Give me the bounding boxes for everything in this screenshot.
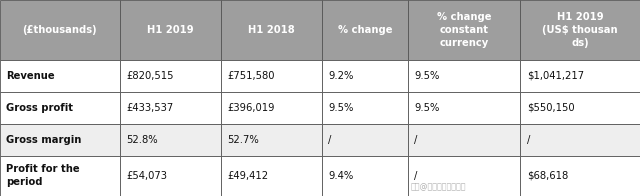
Bar	[322, 60, 408, 92]
Text: /: /	[414, 135, 417, 145]
Bar	[221, 60, 322, 92]
Text: H1 2018: H1 2018	[248, 25, 295, 35]
Bar	[408, 156, 520, 196]
Text: £49,412: £49,412	[227, 171, 268, 181]
Bar	[0, 124, 120, 156]
Text: $1,041,217: $1,041,217	[527, 71, 584, 81]
Bar	[408, 0, 520, 60]
Bar	[322, 156, 408, 196]
Bar	[0, 0, 120, 60]
Bar	[408, 92, 520, 124]
Text: $550,150: $550,150	[527, 103, 574, 113]
Bar	[0, 60, 120, 92]
Bar	[120, 0, 221, 60]
Bar	[0, 92, 120, 124]
Bar	[520, 156, 640, 196]
Text: $68,618: $68,618	[527, 171, 568, 181]
Text: Gross margin: Gross margin	[6, 135, 82, 145]
Text: 9.5%: 9.5%	[414, 71, 439, 81]
Bar	[120, 60, 221, 92]
Bar	[520, 60, 640, 92]
Bar	[221, 156, 322, 196]
Text: (£thousands): (£thousands)	[22, 25, 97, 35]
Bar	[408, 124, 520, 156]
Text: £54,073: £54,073	[126, 171, 167, 181]
Bar	[408, 60, 520, 92]
Text: % change
constant
currency: % change constant currency	[436, 12, 491, 48]
Bar	[322, 124, 408, 156]
Text: 52.7%: 52.7%	[227, 135, 259, 145]
Text: £396,019: £396,019	[227, 103, 275, 113]
Bar	[221, 124, 322, 156]
Bar	[221, 0, 322, 60]
Text: 9.4%: 9.4%	[328, 171, 354, 181]
Bar	[221, 92, 322, 124]
Text: H1 2019
(US$ thousan
ds): H1 2019 (US$ thousan ds)	[542, 12, 618, 48]
Text: 9.2%: 9.2%	[328, 71, 354, 81]
Text: 头条@人力资源市场观察: 头条@人力资源市场观察	[411, 182, 466, 191]
Bar	[0, 156, 120, 196]
Text: 9.5%: 9.5%	[328, 103, 354, 113]
Bar	[520, 92, 640, 124]
Text: £751,580: £751,580	[227, 71, 275, 81]
Text: /: /	[328, 135, 332, 145]
Text: /: /	[414, 171, 417, 181]
Text: /: /	[527, 135, 530, 145]
Bar	[120, 92, 221, 124]
Bar	[120, 124, 221, 156]
Text: Gross profit: Gross profit	[6, 103, 74, 113]
Text: £433,537: £433,537	[126, 103, 173, 113]
Bar	[520, 124, 640, 156]
Bar	[520, 0, 640, 60]
Bar	[322, 0, 408, 60]
Bar	[120, 156, 221, 196]
Text: H1 2019: H1 2019	[147, 25, 193, 35]
Bar	[322, 92, 408, 124]
Text: 52.8%: 52.8%	[126, 135, 157, 145]
Text: 9.5%: 9.5%	[414, 103, 439, 113]
Text: £820,515: £820,515	[126, 71, 173, 81]
Text: Profit for the
period: Profit for the period	[6, 164, 80, 187]
Text: Revenue: Revenue	[6, 71, 55, 81]
Text: % change: % change	[337, 25, 392, 35]
